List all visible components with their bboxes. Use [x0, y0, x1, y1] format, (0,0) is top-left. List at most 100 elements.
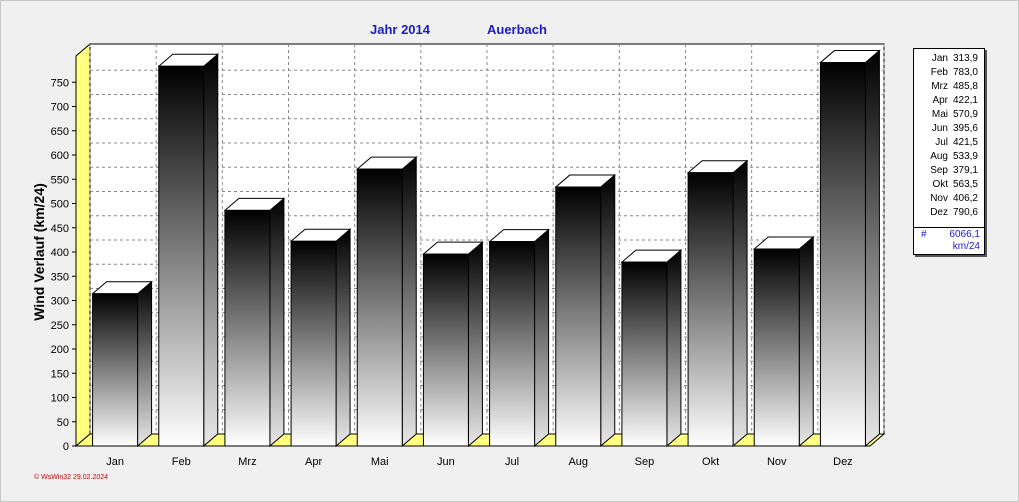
bar-front-face: [224, 209, 271, 447]
bar-front-face: [356, 168, 403, 447]
bar-front-face: [158, 65, 205, 447]
bar-front-face: [489, 241, 536, 447]
legend-total-unit: km/24: [952, 241, 980, 252]
bar-front-face: [753, 248, 800, 447]
y-tick-label: 200: [51, 344, 69, 356]
y-tick-label: 550: [51, 174, 69, 186]
bar-front-face: [555, 186, 602, 447]
plot-side-wall: [75, 42, 91, 448]
y-axis-title: Wind Verlauf (km/24): [31, 183, 47, 321]
value-legend: Jan 313,9 Feb 783,0 Mrz 485,8 Apr 422,1 Mai 570,9…: [913, 48, 985, 255]
x-tick-label: Nov: [767, 456, 787, 468]
bar-mai: [355, 156, 418, 448]
x-tick-label: Mai: [371, 456, 389, 468]
legend-month: Mai: [931, 109, 948, 120]
axis-layer: 0 50 100 150 200 250 300 350 400 450 500 550 600 650 7…: [31, 56, 77, 453]
y-tick-label: 0: [63, 441, 69, 453]
legend-value: 790,6: [952, 207, 978, 218]
legend-total-value: 6066,1: [949, 229, 980, 240]
bar-apr: [289, 228, 352, 448]
y-tick-label: 350: [51, 271, 69, 283]
y-tick-label: 500: [51, 199, 69, 211]
legend-value: 406,2: [952, 193, 978, 204]
legend-row: Nov 406,2: [914, 193, 980, 207]
legend-value: 563,5: [952, 179, 978, 190]
bar-feb: [157, 53, 220, 448]
x-tick-label: Dez: [833, 456, 853, 468]
legend-month: Mrz: [931, 81, 948, 92]
bar-jan: [91, 280, 153, 448]
legend-month: Apr: [932, 95, 948, 106]
legend-month: Sep: [930, 165, 948, 176]
y-tick-label: 150: [51, 368, 69, 380]
bar-mrz: [223, 197, 286, 448]
bar-side-face: [666, 249, 682, 448]
bar-side-face: [798, 235, 814, 448]
chart-title: Jahr 2014: [370, 22, 430, 37]
legend-row: Jun 395,6: [914, 123, 980, 137]
y-tick-label: 750: [51, 77, 69, 89]
bar-side-face: [864, 49, 880, 448]
legend-value: 485,8: [952, 81, 978, 92]
bar-side-face: [269, 197, 285, 448]
x-tick-label: Jul: [505, 456, 519, 468]
grid-layer: [74, 42, 886, 448]
legend-row: Jan 313,9: [914, 53, 980, 67]
bar-side-face: [732, 159, 748, 448]
legend-value: 421,5: [952, 137, 978, 148]
y-tick-label: 700: [51, 102, 69, 114]
bar-okt: [686, 159, 749, 448]
legend-separator: [914, 227, 984, 228]
y-tick-label: 50: [57, 417, 69, 429]
legend-value: 379,1: [952, 165, 978, 176]
x-tick-label: Apr: [305, 456, 322, 468]
legend-value: 422,1: [952, 95, 978, 106]
bar-front-face: [687, 172, 734, 447]
bar-front-face: [92, 293, 139, 447]
legend-month: Jul: [935, 137, 948, 148]
legend-value: 570,9: [952, 109, 978, 120]
x-tick-label: Feb: [172, 456, 191, 468]
bar-jul: [488, 228, 550, 448]
x-tick-label: Jun: [437, 456, 455, 468]
x-tick-label: Jan: [106, 456, 124, 468]
legend-month: Nov: [930, 193, 948, 204]
bar-side-face: [203, 53, 219, 448]
bar-layer: [91, 49, 881, 448]
legend-row: Mai 570,9: [914, 109, 980, 123]
bar-side-face: [401, 156, 417, 448]
y-tick-label: 250: [51, 320, 69, 332]
legend-month: Feb: [930, 67, 948, 78]
bar-front-face: [819, 62, 866, 447]
bar-side-face: [335, 228, 351, 448]
footer-credit: © WsWin32 29.02.2024: [34, 474, 109, 481]
label-layer: Jan Feb Mrz Apr Mai Jun Jul Aug Sep Okt Nov Dez: [106, 456, 852, 468]
y-tick-label: 300: [51, 296, 69, 308]
legend-row: Jul 421,5: [914, 137, 980, 151]
bar-dez: [819, 49, 881, 448]
bar-sep: [620, 249, 683, 448]
legend-value: 533,9: [952, 151, 978, 162]
legend-month: Okt: [932, 179, 948, 190]
x-tick-label: Mrz: [238, 456, 256, 468]
bar-front-face: [422, 253, 469, 447]
legend-row: Aug 533,9: [914, 151, 980, 165]
legend-month: Aug: [930, 151, 948, 162]
x-tick-label: Okt: [702, 456, 719, 468]
legend-month: Dez: [930, 207, 948, 218]
bar-side-face: [534, 228, 550, 448]
bar-nov: [752, 235, 815, 448]
bar-side-face: [467, 241, 483, 448]
bar-aug: [554, 173, 617, 448]
y-tick-label: 600: [51, 150, 69, 162]
legend-month: Jan: [931, 53, 948, 64]
y-tick-label: 100: [51, 393, 69, 405]
legend-row: Feb 783,0: [914, 67, 980, 81]
bar-side-face: [137, 280, 153, 448]
bar-side-face: [600, 173, 616, 448]
bar-front-face: [621, 261, 668, 447]
x-tick-label: Aug: [568, 456, 588, 468]
legend-row: Sep 379,1: [914, 165, 980, 179]
legend-value: 313,9: [952, 53, 978, 64]
